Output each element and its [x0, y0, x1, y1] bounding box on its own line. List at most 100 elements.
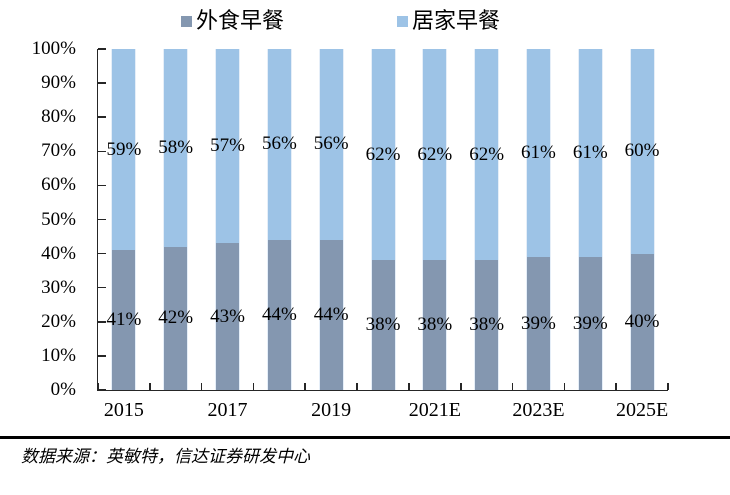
x-axis-label-2019: 2019 [311, 399, 352, 421]
data-label-home-2024E: 61% [572, 142, 608, 163]
y-axis-label-0: 0% [50, 379, 76, 400]
data-label-home-2018: 56% [261, 133, 297, 155]
bar-segment-eating-out-2017 [216, 243, 240, 390]
x-axis-tick [304, 383, 307, 390]
bar-2023E [526, 49, 550, 390]
bar-2016 [164, 49, 188, 390]
x-axis-label-2015: 2015 [103, 399, 144, 421]
y-axis-label-70: 70% [41, 140, 76, 162]
y-axis-tick [98, 389, 106, 391]
data-label-home-2025E: 60% [624, 140, 660, 162]
x-axis-tick [511, 383, 514, 390]
data-label-home-2023E: 61% [521, 142, 556, 163]
data-label-eating-out-2021E: 38% [417, 314, 453, 336]
y-axis-tick [98, 48, 106, 50]
data-label-eating-out-2023E: 39% [521, 312, 556, 334]
x-axis-label-2017: 2017 [207, 399, 248, 421]
data-label-eating-out-2020: 38% [365, 314, 401, 336]
chart-legend: 外食早餐 居家早餐 [0, 0, 730, 40]
bar-segment-home-2015 [112, 49, 136, 251]
y-axis-tick [98, 116, 106, 118]
data-label-eating-out-2017: 43% [210, 305, 245, 327]
data-label-eating-out-2022E: 38% [469, 314, 505, 336]
data-label-home-2022E: 62% [469, 143, 505, 165]
bar-segment-home-2025E [630, 49, 654, 254]
bar-segment-eating-out-2022E [475, 260, 499, 390]
x-axis-tick [149, 383, 151, 390]
x-axis-tick [615, 383, 617, 390]
data-label-home-2015: 59% [106, 138, 142, 160]
data-label-eating-out-2018: 44% [261, 303, 297, 325]
legend-label-eating-out: 外食早餐 [196, 8, 285, 33]
y-axis-label-10: 10% [41, 344, 76, 366]
x-axis-label-2021E: 2021E [408, 399, 461, 421]
data-label-home-2021E: 62% [417, 143, 453, 165]
bar-2022E [475, 49, 499, 390]
bar-2025E [630, 49, 654, 390]
bar-segment-eating-out-2018 [267, 239, 291, 390]
y-axis-tick [98, 252, 106, 255]
data-label-home-2016: 58% [158, 136, 194, 158]
data-label-eating-out-2016: 42% [158, 307, 194, 329]
x-axis-tick [97, 383, 99, 390]
legend-swatch-home [397, 15, 408, 27]
bar-2020 [371, 49, 395, 390]
bar-segment-eating-out-2021E [423, 260, 447, 390]
x-axis-label-2023E: 2023E [512, 399, 565, 421]
y-axis-label-50: 50% [41, 208, 76, 230]
source-note: 数据来源：英敏特，信达证券研发中心 [21, 447, 310, 466]
bar-segment-eating-out-2025E [630, 253, 654, 390]
y-axis-label-90: 90% [41, 72, 76, 94]
legend-item-home: 居家早餐 [397, 9, 500, 33]
bar-segment-eating-out-2020 [371, 260, 395, 390]
x-axis-tick [408, 383, 410, 390]
y-axis-label-100: 100% [31, 38, 76, 59]
bar-segment-home-2023E [526, 49, 550, 257]
bar-segment-home-2020 [371, 49, 395, 261]
footer-divider [0, 436, 730, 439]
y-axis-tick [98, 82, 106, 84]
y-axis-label-20: 20% [41, 310, 76, 332]
bar-2018 [267, 49, 291, 390]
legend-item-eating-out: 外食早餐 [181, 9, 284, 33]
data-label-eating-out-2019: 44% [313, 303, 349, 325]
y-axis-label-60: 60% [41, 174, 76, 196]
bar-segment-home-2016 [164, 49, 188, 247]
legend-swatch-eating-out [181, 15, 192, 27]
data-label-home-2020: 62% [365, 143, 401, 165]
bar-segment-eating-out-2016 [164, 246, 188, 390]
data-label-home-2019: 56% [313, 133, 349, 155]
x-axis-tick [252, 383, 255, 390]
y-axis-tick [98, 321, 106, 323]
y-axis-label-40: 40% [41, 242, 76, 264]
y-axis-tick [98, 286, 106, 289]
bar-2019 [319, 49, 343, 390]
bar-segment-eating-out-2023E [526, 257, 550, 390]
bar-2015 [112, 49, 136, 390]
data-label-home-2017: 57% [210, 135, 245, 157]
bar-segment-eating-out-2019 [319, 239, 343, 390]
y-axis-label-80: 80% [41, 106, 76, 128]
data-label-eating-out-2025E: 40% [624, 310, 660, 332]
bar-segment-eating-out-2024E [578, 257, 602, 390]
data-label-eating-out-2024E: 39% [572, 312, 608, 334]
plot-area: 0% 10% 20% 30% 40% 50% 60% 70% 80% 90% 100% 41% 59% 2… [32, 38, 669, 421]
data-label-eating-out-2015: 41% [106, 309, 142, 331]
y-axis-tick [98, 150, 106, 153]
x-axis-tick [356, 383, 358, 390]
y-axis-tick [98, 355, 106, 357]
x-axis-tick [459, 383, 462, 390]
x-axis-tick [667, 383, 669, 390]
bar-2021E [423, 49, 447, 390]
bar-segment-home-2019 [319, 49, 343, 240]
legend-label-home: 居家早餐 [412, 8, 501, 33]
y-axis-label-30: 30% [41, 276, 76, 298]
bar-2017 [216, 49, 240, 390]
bar-segment-home-2021E [423, 49, 447, 261]
bar-segment-home-2024E [578, 49, 602, 257]
y-axis-tick [98, 218, 106, 221]
bar-segment-home-2018 [267, 49, 291, 240]
x-axis-tick [563, 383, 566, 390]
bar-segment-home-2022E [475, 49, 499, 261]
